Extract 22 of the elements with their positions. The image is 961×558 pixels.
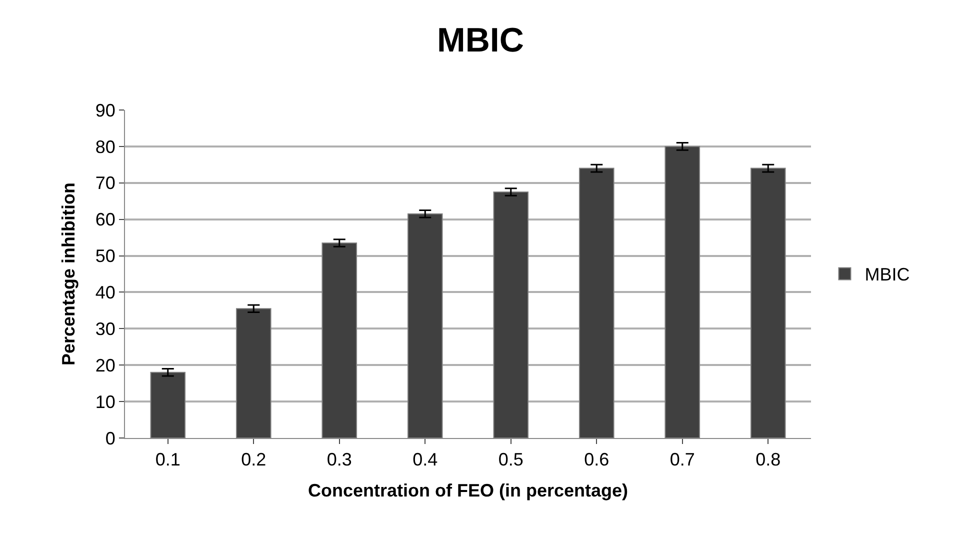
x-tick-label: 0.4 [412, 450, 438, 470]
x-tick-label: 0.1 [155, 450, 180, 470]
y-tick-label: 40 [95, 282, 116, 303]
chart-title: MBIC [437, 22, 524, 60]
y-tick-label: 30 [95, 318, 116, 339]
y-tick-label: 60 [95, 210, 116, 230]
x-axis-title: Concentration of FEO (in percentage) [308, 480, 628, 501]
x-tick-label: 0.7 [670, 450, 695, 470]
y-tick-label: 10 [95, 392, 116, 412]
y-tick-label: 50 [95, 246, 116, 266]
y-tick-label: 20 [95, 355, 116, 376]
x-tick-label: 0.8 [756, 450, 781, 470]
x-tick-label: 0.2 [241, 450, 266, 470]
y-axis-title: Percentage inhibition [58, 182, 79, 366]
legend-label: MBIC [864, 264, 910, 285]
y-tick-label: 0 [105, 428, 116, 448]
y-tick-label: 90 [95, 100, 116, 120]
x-tick-label: 0.3 [326, 450, 352, 470]
x-tick-label: 0.5 [498, 450, 524, 470]
y-tick-label: 70 [95, 173, 116, 194]
y-tick-label: 80 [95, 136, 116, 157]
x-tick-label: 0.6 [584, 450, 610, 470]
